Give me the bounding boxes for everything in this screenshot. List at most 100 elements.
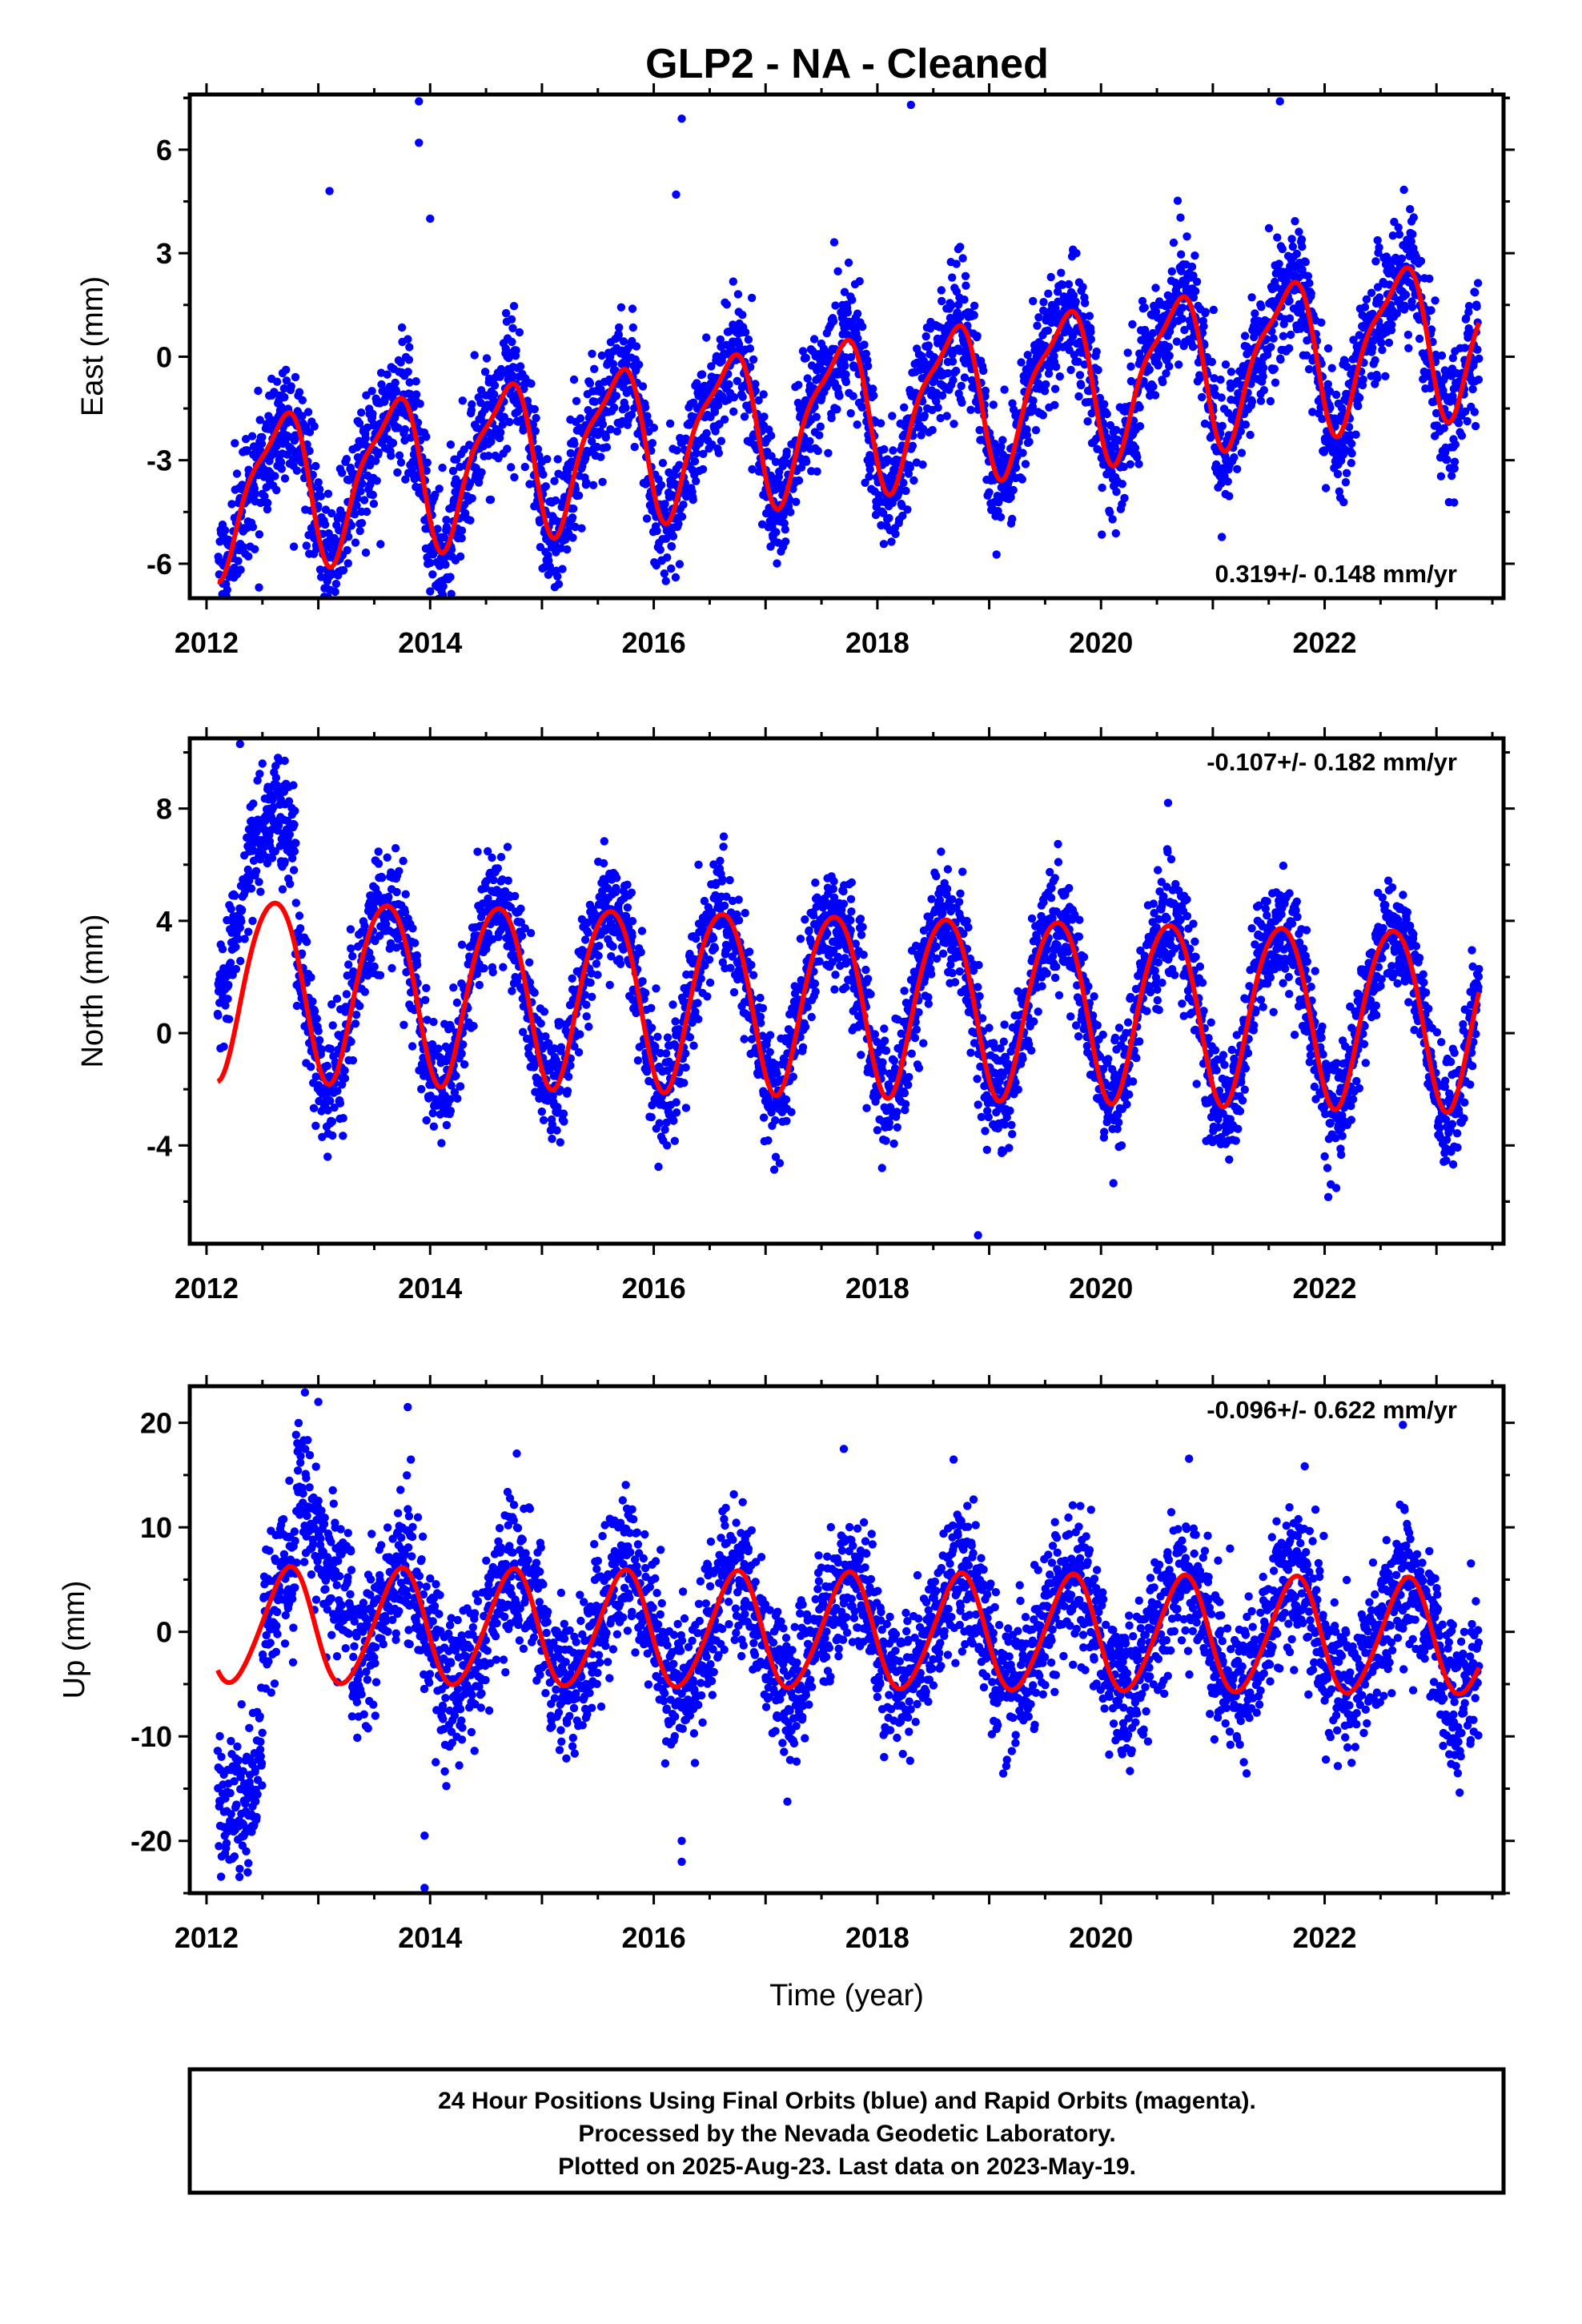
data-point (446, 1107, 456, 1116)
figure-title: GLP2 - NA - Cleaned (645, 41, 1049, 87)
data-point (698, 370, 707, 379)
data-point (429, 1017, 438, 1027)
data-point (1151, 283, 1160, 292)
data-point (1162, 369, 1170, 378)
data-point (855, 277, 864, 286)
data-point (917, 431, 926, 440)
data-point (846, 352, 856, 362)
data-point (392, 388, 401, 396)
data-point (677, 513, 687, 521)
data-point (1463, 416, 1472, 426)
data-point (843, 330, 852, 340)
data-point (627, 410, 636, 420)
data-point (1301, 258, 1311, 267)
data-point (658, 459, 668, 468)
data-point (1135, 422, 1145, 431)
data-point (224, 1015, 234, 1023)
data-point (548, 1120, 556, 1129)
data-point (1407, 237, 1416, 246)
data-point (1247, 397, 1257, 406)
data-point (936, 413, 945, 423)
data-point (816, 422, 825, 431)
data-point (698, 464, 708, 474)
data-point (309, 1104, 319, 1113)
data-point (813, 446, 822, 456)
data-point (689, 495, 697, 505)
data-point (1182, 232, 1191, 241)
outlier-point (415, 139, 424, 147)
data-point (1341, 478, 1351, 487)
data-point (1355, 393, 1364, 402)
data-point (1285, 344, 1294, 353)
data-point (1158, 378, 1167, 387)
data-point (566, 448, 575, 458)
data-point (311, 1121, 320, 1131)
data-point (1371, 356, 1379, 365)
data-point (1038, 411, 1048, 420)
data-point (1427, 306, 1435, 315)
data-point (1369, 336, 1378, 345)
data-point (317, 1045, 327, 1054)
data-point (1033, 321, 1042, 330)
data-point (1023, 351, 1032, 360)
data-point (287, 382, 295, 391)
data-point (846, 408, 855, 418)
data-point (351, 510, 359, 519)
data-point (663, 553, 672, 562)
data-point (456, 1082, 465, 1091)
data-point (615, 323, 624, 332)
data-point (456, 552, 465, 561)
data-point (470, 351, 479, 360)
data-point (263, 505, 272, 514)
data-point (1443, 455, 1452, 464)
data-point (1439, 424, 1448, 432)
plot-frame (187, 92, 1506, 601)
data-point (247, 432, 257, 440)
data-point (1394, 223, 1403, 232)
outlier-point (906, 100, 916, 110)
data-point (572, 396, 581, 405)
data-point (441, 561, 450, 569)
data-point (918, 460, 927, 469)
data-point (640, 403, 650, 412)
data-point (282, 376, 291, 385)
data-point (1044, 289, 1053, 298)
data-point (453, 1094, 462, 1104)
data-point (476, 398, 485, 408)
data-point (236, 956, 245, 966)
data-point (1167, 267, 1177, 276)
data-point (376, 540, 385, 549)
data-point (442, 516, 451, 525)
data-point (760, 412, 769, 421)
data-point (1450, 457, 1460, 466)
y-tick-label: -6 (147, 548, 172, 581)
data-point (1475, 354, 1484, 363)
data-point (226, 959, 235, 967)
data-point (252, 827, 261, 837)
data-point (1029, 396, 1038, 405)
data-point (888, 412, 897, 420)
data-point (608, 360, 618, 368)
data-point (295, 388, 304, 396)
data-point (356, 487, 365, 496)
data-point (648, 439, 657, 448)
data-point (738, 392, 747, 401)
data-point (690, 456, 700, 466)
data-point (824, 448, 833, 457)
data-point (954, 300, 963, 309)
data-point (998, 436, 1007, 444)
data-point (516, 904, 525, 913)
data-point (569, 375, 579, 384)
data-point (622, 360, 631, 368)
data-point (879, 540, 889, 549)
data-point (484, 846, 492, 856)
data-point (280, 474, 290, 483)
x-tick-label: 2012 (175, 626, 239, 659)
data-point (507, 463, 516, 472)
data-point (1029, 296, 1038, 306)
data-point (1074, 392, 1083, 401)
data-point (375, 931, 384, 940)
data-point (1448, 392, 1457, 400)
data-point (1373, 283, 1383, 292)
data-point (323, 1106, 332, 1115)
